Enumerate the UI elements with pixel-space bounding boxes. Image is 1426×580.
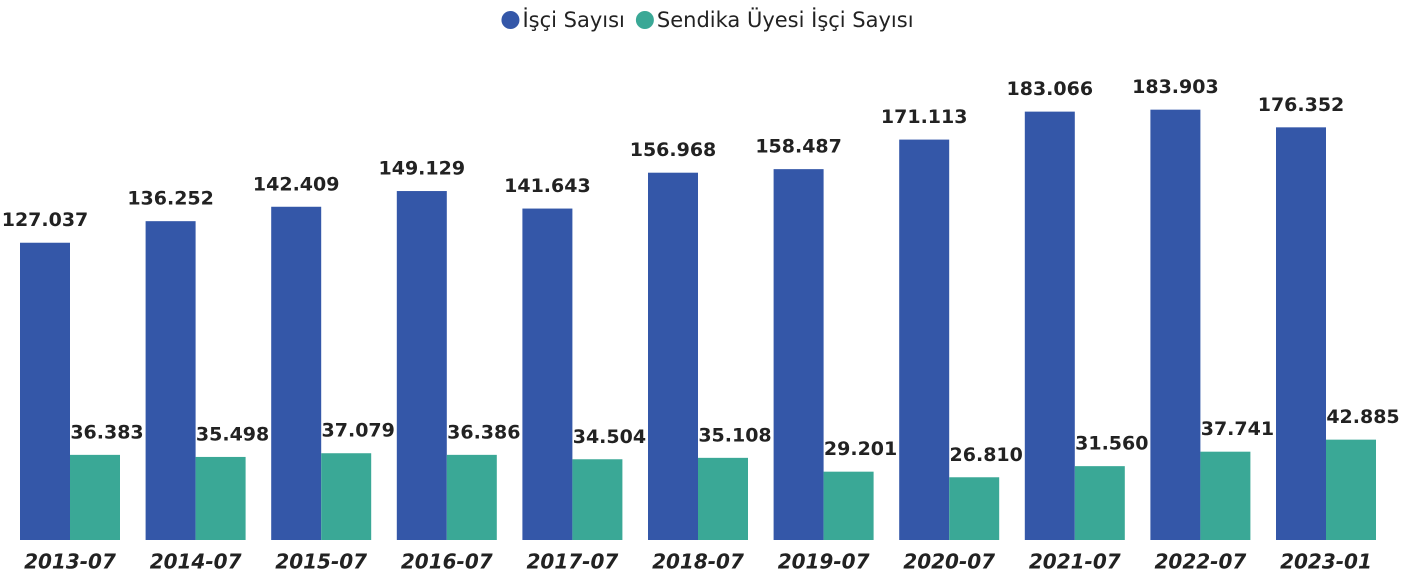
legend-label: Sendika Üyesi İşçi Sayısı (657, 7, 914, 32)
x-tick-label: 2020-07 (903, 550, 995, 574)
value-label: 36.383 (70, 421, 143, 443)
bar (648, 172, 698, 540)
bar (446, 454, 497, 540)
x-tick-label: 2018-07 (652, 550, 744, 574)
x-tick-label: 2017-07 (527, 550, 619, 574)
x-tick-label: 2021-07 (1029, 550, 1121, 574)
x-tick-label: 2015-07 (275, 550, 367, 574)
value-label: 35.108 (698, 424, 771, 446)
value-label: 29.201 (824, 438, 897, 460)
x-tick-label: 2016-07 (401, 550, 493, 574)
bar (145, 221, 196, 540)
value-label: 127.037 (2, 209, 89, 231)
value-label: 42.885 (1326, 406, 1399, 428)
value-label: 158.487 (755, 136, 842, 158)
value-label: 176.352 (1258, 94, 1345, 116)
bar (1150, 109, 1201, 540)
bar (899, 139, 950, 540)
bar (396, 191, 447, 540)
bar (1326, 439, 1376, 540)
bar (20, 242, 70, 541)
value-label: 141.643 (504, 175, 591, 197)
value-label: 136.252 (127, 188, 214, 210)
bar (271, 206, 322, 540)
bar (522, 208, 573, 541)
value-label: 183.903 (1132, 76, 1219, 98)
bar (1024, 111, 1075, 541)
bar (572, 459, 623, 540)
value-label: 183.066 (1007, 78, 1094, 100)
value-label: 26.810 (950, 444, 1023, 466)
value-label: 31.560 (1075, 433, 1148, 455)
bar (70, 454, 120, 540)
bar (1200, 451, 1251, 540)
x-tick-label: 2022-07 (1155, 550, 1247, 574)
legend-label: İşçi Sayısı (522, 7, 624, 32)
bar (773, 169, 824, 540)
value-label: 37.741 (1201, 418, 1274, 440)
bar (1276, 127, 1326, 541)
x-tick-label: 2019-07 (778, 550, 870, 574)
x-tick-label: 2014-07 (150, 550, 242, 574)
x-tick-label: 2013-07 (24, 550, 116, 574)
bar (321, 453, 372, 540)
value-label: 34.504 (573, 426, 646, 448)
value-label: 36.386 (447, 421, 520, 443)
value-label: 142.409 (253, 173, 340, 195)
x-tick-label: 2023-01 (1280, 550, 1372, 574)
legend-swatch (501, 11, 520, 29)
value-label: 35.498 (196, 423, 269, 445)
value-label: 37.079 (322, 420, 395, 442)
legend-swatch (635, 11, 654, 29)
bar (1074, 466, 1125, 540)
value-label: 156.968 (630, 139, 717, 161)
value-label: 149.129 (379, 158, 466, 180)
value-label: 171.113 (881, 106, 968, 128)
bar (949, 477, 1000, 540)
bar (698, 457, 748, 540)
bar (195, 456, 246, 540)
bar (823, 471, 874, 540)
